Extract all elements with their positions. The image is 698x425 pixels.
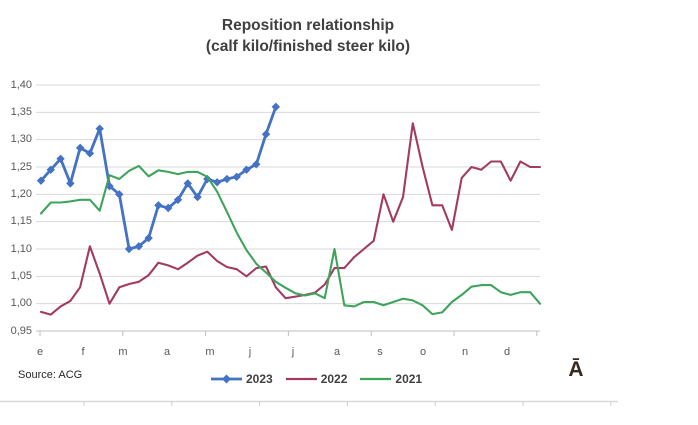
y-axis-label: 1,15 (10, 215, 32, 227)
legend-label: 2021 (395, 372, 423, 386)
legend-item-2023[interactable]: 2023 (211, 372, 273, 386)
chart-title-line1: Reposition relationship (221, 17, 395, 34)
y-axis-label: 1,35 (10, 106, 32, 118)
x-axis-label: d (503, 346, 511, 358)
watermark-glyph: Ā (568, 358, 584, 381)
x-axis-label: s (377, 346, 383, 358)
legend-line-marker-icon (211, 373, 242, 385)
chart-title-line2: (calf kilo/finished steer kilo) (205, 38, 411, 55)
x-axis-label: a (333, 346, 341, 358)
legend-item-2021[interactable]: 2021 (360, 372, 422, 386)
x-axis-label: j (248, 346, 252, 358)
x-axis-label: e (36, 346, 44, 358)
y-axis-label: 0,95 (10, 325, 32, 337)
y-axis-label: 1,00 (10, 297, 32, 309)
x-axis-label: m (118, 346, 128, 358)
x-axis-label: j (291, 346, 295, 358)
x-axis-label: m (205, 346, 215, 358)
chart-legend: 2023 2022 2021 (211, 371, 422, 387)
y-axis-label: 1,25 (10, 161, 32, 173)
x-axis-label: o (419, 346, 427, 358)
legend-item-2022[interactable]: 2022 (285, 372, 348, 386)
chart-title: Reposition relationship (calf kilo/finis… (0, 15, 616, 57)
legend-label: 2022 (320, 372, 348, 386)
x-axis-label: a (163, 346, 171, 358)
legend-label: 2023 (246, 372, 273, 386)
x-axis-label: n (461, 346, 469, 358)
y-axis-label: 1,30 (10, 133, 32, 145)
legend-line-icon (285, 373, 317, 385)
legend-line-icon (360, 373, 392, 385)
y-axis-label: 1,40 (10, 79, 32, 91)
source-label: Source: ACG (18, 369, 83, 381)
y-axis-label: 1,20 (10, 188, 32, 200)
y-axis-label: 1,05 (10, 270, 32, 282)
y-axis-label: 1,10 (10, 243, 32, 255)
x-axis-label: f (81, 346, 85, 358)
